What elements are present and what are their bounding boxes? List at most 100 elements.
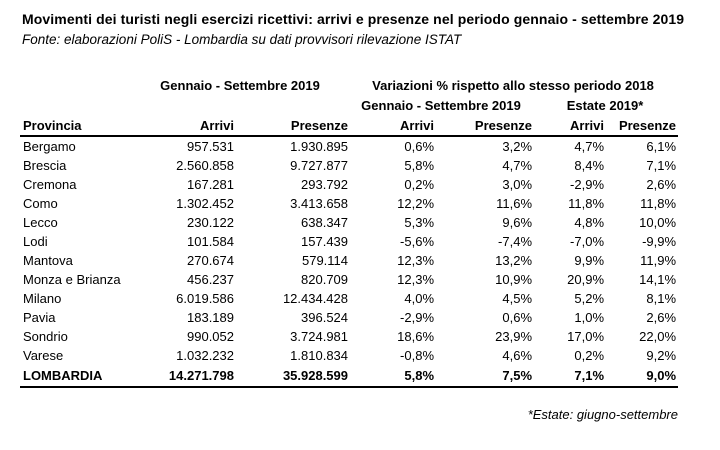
value-cell: 2,6% <box>646 177 677 192</box>
group-header-period-2019: Gennaio - Settembre 2019 <box>160 77 320 93</box>
spacer-cell <box>20 95 350 115</box>
value-cell: 12,3% <box>397 272 435 287</box>
spacer-cell <box>20 75 132 95</box>
value-cell: -9,9% <box>642 234 677 249</box>
table-row: Lodi 101.584 157.439 -5,6% -7,4% -7,0% -9,9% <box>20 232 678 251</box>
province-cell: Monza e Brianza <box>23 272 121 287</box>
value-cell: 9.727.877 <box>290 158 349 173</box>
value-cell: 1.930.895 <box>290 139 349 154</box>
value-cell: 14,1% <box>639 272 677 287</box>
footnote: *Estate: giugno-settembre <box>527 407 678 422</box>
value-cell: 230.122 <box>187 215 234 230</box>
value-cell: 1,0% <box>574 310 605 325</box>
value-cell: 3,0% <box>502 177 533 192</box>
value-cell: 3,2% <box>502 139 533 154</box>
value-cell: 11,8% <box>568 196 605 211</box>
value-cell: 5,3% <box>404 215 435 230</box>
value-cell: 23,9% <box>495 329 533 344</box>
group-header-row-1: Gennaio - Settembre 2019 Variazioni % ri… <box>20 75 678 95</box>
source-note: Fonte: elaborazioni PoliS - Lombardia su… <box>22 32 462 47</box>
province-cell: Lecco <box>23 215 58 230</box>
value-cell: -7,0% <box>570 234 605 249</box>
column-header-row: Provincia Arrivi Presenze Arrivi Presenz… <box>20 115 679 137</box>
province-cell: Pavia <box>23 310 56 325</box>
value-cell: 13,2% <box>495 253 533 268</box>
value-cell: 1.302.452 <box>176 196 234 211</box>
value-cell: 2,6% <box>646 310 677 325</box>
value-cell: 0,2% <box>574 348 605 363</box>
province-cell: Lodi <box>23 234 48 249</box>
value-cell: 9,2% <box>646 348 677 363</box>
value-cell: -2,9% <box>400 310 435 325</box>
value-cell: 14.271.798 <box>132 365 236 388</box>
table-header: Gennaio - Settembre 2019 Variazioni % ri… <box>20 75 679 137</box>
value-cell: -7,4% <box>498 234 533 249</box>
value-cell: 638.347 <box>301 215 349 230</box>
table-row: Varese 1.032.232 1.810.834 -0,8% 4,6% 0,2% 9,2… <box>20 346 678 365</box>
column-header-presenze-2: Presenze <box>436 115 535 137</box>
value-cell: 579.114 <box>301 253 349 268</box>
table-row: Sondrio 990.052 3.724.981 18,6% 23,9% 17,0% 22… <box>20 327 678 346</box>
table-row: Cremona 167.281 293.792 0,2% 3,0% -2,9% 2,6% <box>20 175 678 194</box>
value-cell: 4,8% <box>574 215 605 230</box>
value-cell: 8,1% <box>646 291 677 306</box>
province-cell: Sondrio <box>23 329 68 344</box>
value-cell: 4,7% <box>574 139 605 154</box>
value-cell: -2,9% <box>570 177 605 192</box>
table-row: Pavia 183.189 396.524 -2,9% 0,6% 1,0% 2,6% <box>20 308 678 327</box>
value-cell: 17,0% <box>567 329 605 344</box>
value-cell: 396.524 <box>301 310 349 325</box>
value-cell: 6.019.586 <box>176 291 234 306</box>
group-header-row-2: Gennaio - Settembre 2019 Estate 2019* <box>20 95 678 115</box>
value-cell: 0,2% <box>404 177 435 192</box>
value-cell: 9,0% <box>606 365 679 388</box>
value-cell: 9,9% <box>574 253 605 268</box>
value-cell: -5,6% <box>400 234 435 249</box>
province-cell: LOMBARDIA <box>20 365 132 388</box>
column-header-arrivi-3: Arrivi <box>534 115 607 137</box>
province-cell: Cremona <box>23 177 77 192</box>
value-cell: 157.439 <box>301 234 349 249</box>
value-cell: 4,7% <box>502 158 533 173</box>
value-cell: 0,6% <box>502 310 533 325</box>
value-cell: 0,6% <box>404 139 435 154</box>
column-header-arrivi-2: Arrivi <box>350 115 437 137</box>
group-header-variation-period: Gennaio - Settembre 2019 <box>361 97 521 113</box>
value-cell: 270.674 <box>187 253 234 268</box>
value-cell: 7,1% <box>534 365 607 388</box>
group-header-variation-summer: Estate 2019* <box>566 97 644 113</box>
value-cell: 12,3% <box>397 253 435 268</box>
value-cell: 6,1% <box>646 139 677 154</box>
table-row: Milano 6.019.586 12.434.428 4,0% 4,5% 5,2% 8,1… <box>20 289 678 308</box>
column-header-presenze-1: Presenze <box>236 115 351 137</box>
value-cell: 1.810.834 <box>290 348 349 363</box>
table-row: Bergamo 957.531 1.930.895 0,6% 3,2% 4,7% 6,1% <box>20 136 678 156</box>
value-cell: 9,6% <box>502 215 533 230</box>
value-cell: 167.281 <box>187 177 234 192</box>
province-cell: Varese <box>23 348 64 363</box>
value-cell: 957.531 <box>187 139 234 154</box>
tourism-table: Gennaio - Settembre 2019 Variazioni % ri… <box>20 75 679 388</box>
table-row: Monza e Brianza 456.237 820.709 12,3% 10,9% 2… <box>20 270 678 289</box>
value-cell: 820.709 <box>301 272 349 287</box>
value-cell: 293.792 <box>301 177 349 192</box>
value-cell: 4,5% <box>502 291 533 306</box>
value-cell: 101.584 <box>187 234 234 249</box>
value-cell: 11,9% <box>640 253 677 268</box>
province-cell: Brescia <box>23 158 67 173</box>
value-cell: 20,9% <box>567 272 605 287</box>
table-body: Bergamo 957.531 1.930.895 0,6% 3,2% 4,7% 6,1% B… <box>20 136 679 388</box>
value-cell: 3.724.981 <box>290 329 349 344</box>
value-cell: 4,6% <box>502 348 533 363</box>
province-cell: Mantova <box>23 253 73 268</box>
value-cell: 1.032.232 <box>176 348 234 363</box>
value-cell: 2.560.858 <box>176 158 234 173</box>
value-cell: -0,8% <box>400 348 435 363</box>
value-cell: 12,2% <box>397 196 435 211</box>
value-cell: 990.052 <box>187 329 234 344</box>
province-cell: Milano <box>23 291 62 306</box>
value-cell: 7,5% <box>436 365 535 388</box>
value-cell: 456.237 <box>187 272 234 287</box>
value-cell: 5,2% <box>574 291 605 306</box>
value-cell: 18,6% <box>397 329 435 344</box>
